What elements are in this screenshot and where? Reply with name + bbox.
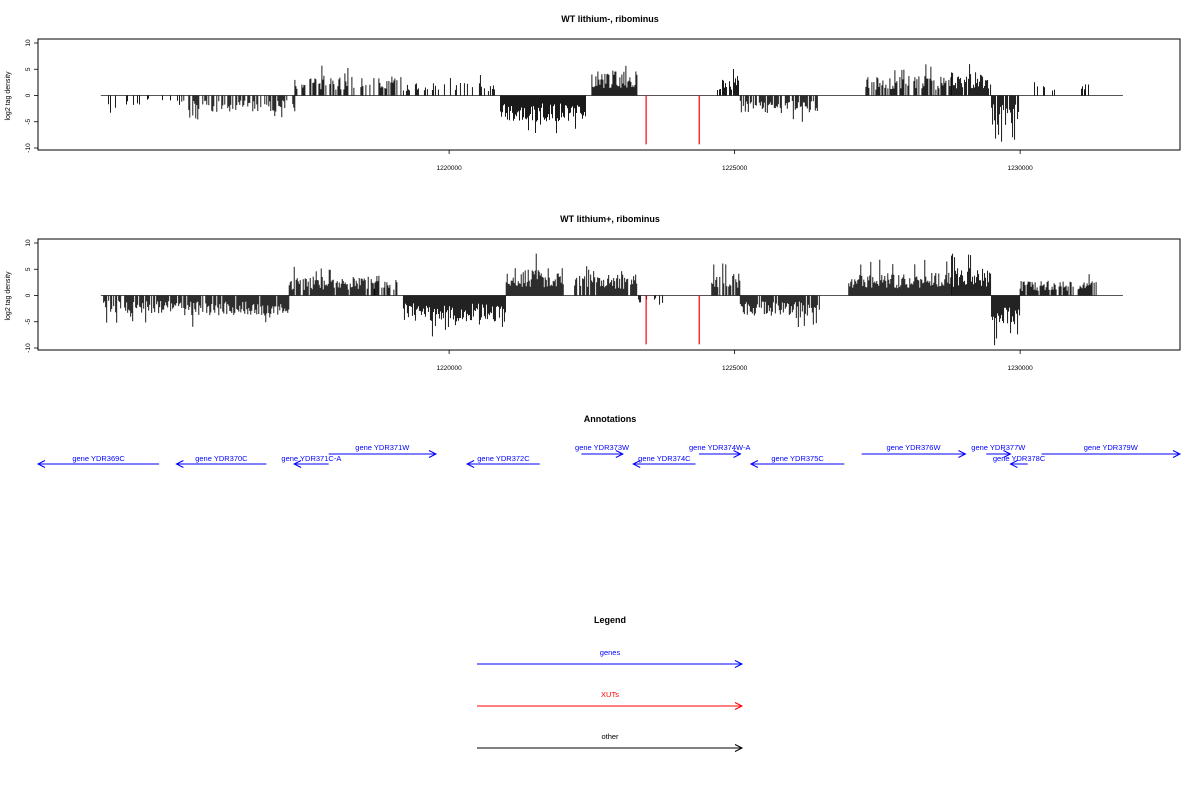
annotations-track: Annotations gene YDR369C gene YDR370C gene… bbox=[36, 414, 1182, 468]
track-panel-lithium-minus: WT lithium-, ribominus log2 tag density … bbox=[5, 14, 1181, 172]
y-tick-label: -5 bbox=[25, 118, 32, 124]
legend-arrowhead bbox=[734, 660, 744, 668]
legend-arrowhead bbox=[734, 744, 744, 752]
gene-arrowhead bbox=[465, 460, 475, 468]
legend: Legend genes XUTs other bbox=[477, 615, 744, 752]
y-tick-label: 0 bbox=[25, 93, 32, 97]
gene-arrowhead bbox=[958, 450, 967, 458]
annotations-title: Annotations bbox=[584, 414, 637, 424]
gene-label: gene YDR372C bbox=[477, 454, 530, 463]
gene-arrowhead bbox=[292, 460, 302, 468]
gene-label: gene YDR370C bbox=[195, 454, 248, 463]
legend-label: other bbox=[601, 732, 619, 741]
track-panel-lithium-plus: WT lithium+, ribominus log2 tag density … bbox=[5, 214, 1181, 372]
y-tick-label: 5 bbox=[25, 67, 32, 71]
panel-title: WT lithium-, ribominus bbox=[561, 14, 659, 24]
plot-frame bbox=[37, 238, 1181, 351]
gene-label: gene YDR376W bbox=[887, 443, 942, 452]
gene-arrowhead bbox=[175, 460, 184, 468]
gene-label: gene YDR371W bbox=[355, 443, 410, 452]
gene-label: gene YDR371C-A bbox=[281, 454, 341, 463]
gene-arrowhead bbox=[615, 450, 624, 458]
y-tick-label: 5 bbox=[25, 267, 32, 271]
x-tick-label: 1230000 bbox=[1007, 365, 1033, 372]
gene-label: gene YDR374W-A bbox=[689, 443, 750, 452]
y-tick-label: 0 bbox=[25, 293, 32, 297]
gene-label: gene YDR378C bbox=[993, 454, 1046, 463]
legend-label: XUTs bbox=[601, 690, 619, 699]
y-tick-label: -5 bbox=[25, 318, 32, 324]
gene-arrowhead bbox=[36, 460, 46, 468]
x-tick-label: 1225000 bbox=[722, 165, 748, 172]
x-tick-label: 1220000 bbox=[436, 165, 462, 172]
gene-label: gene YDR373W bbox=[575, 443, 630, 452]
gene-arrowhead bbox=[1003, 450, 1012, 458]
x-tick-label: 1230000 bbox=[1007, 165, 1033, 172]
y-tick-label: 10 bbox=[25, 239, 32, 247]
gene-label: gene YDR374C bbox=[638, 454, 691, 463]
gene-label: gene YDR375C bbox=[771, 454, 824, 463]
y-axis-label: log2 tag density bbox=[5, 71, 12, 121]
gene-arrowhead bbox=[1172, 450, 1182, 458]
gene-label: gene YDR369C bbox=[72, 454, 125, 463]
x-tick-label: 1220000 bbox=[436, 365, 462, 372]
y-tick-label: -10 bbox=[25, 343, 32, 353]
gene-arrowhead bbox=[428, 450, 438, 458]
y-axis-label: log2 tag density bbox=[5, 271, 12, 321]
plot-frame bbox=[37, 38, 1181, 151]
gene-arrowhead bbox=[632, 460, 641, 468]
legend-arrowhead bbox=[734, 702, 744, 710]
gene-arrowhead bbox=[1009, 460, 1018, 468]
legend-title: Legend bbox=[594, 615, 626, 625]
gene-arrowhead bbox=[749, 460, 759, 468]
legend-label: genes bbox=[600, 648, 621, 657]
y-tick-label: -10 bbox=[25, 143, 32, 153]
panel-title: WT lithium+, ribominus bbox=[560, 214, 660, 224]
y-tick-label: 10 bbox=[25, 39, 32, 47]
gene-label: gene YDR377W bbox=[971, 443, 1026, 452]
gene-arrowhead bbox=[733, 450, 742, 458]
x-tick-label: 1225000 bbox=[722, 365, 748, 372]
gene-label: gene YDR379W bbox=[1084, 443, 1139, 452]
